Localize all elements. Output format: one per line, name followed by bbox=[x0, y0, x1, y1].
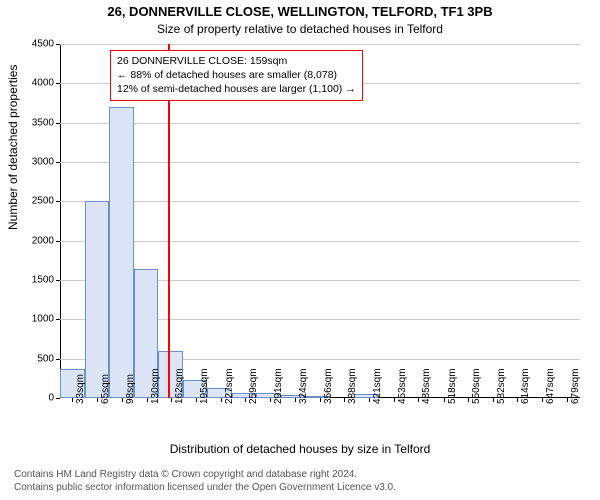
gridline bbox=[60, 123, 580, 124]
x-tick-label: 130sqm bbox=[150, 368, 161, 404]
y-tick-mark bbox=[56, 241, 60, 242]
x-tick-mark bbox=[245, 398, 246, 402]
y-tick-label: 4000 bbox=[14, 78, 54, 89]
y-tick-label: 0 bbox=[14, 393, 54, 404]
x-tick-label: 227sqm bbox=[224, 368, 235, 404]
x-tick-mark bbox=[72, 398, 73, 402]
x-tick-label: 582sqm bbox=[496, 368, 507, 404]
gridline bbox=[60, 201, 580, 202]
x-tick-mark bbox=[493, 398, 494, 402]
x-tick-label: 33sqm bbox=[75, 374, 86, 404]
chart-title: 26, DONNERVILLE CLOSE, WELLINGTON, TELFO… bbox=[0, 4, 600, 19]
plot-area: 05001000150020002500300035004000450033sq… bbox=[60, 44, 580, 398]
y-tick-label: 3000 bbox=[14, 157, 54, 168]
x-tick-mark bbox=[344, 398, 345, 402]
x-tick-label: 291sqm bbox=[273, 368, 284, 404]
x-tick-mark bbox=[295, 398, 296, 402]
annotation-line-3: 12% of semi-detached houses are larger (… bbox=[117, 82, 356, 96]
x-tick-label: 421sqm bbox=[372, 368, 383, 404]
x-tick-mark bbox=[468, 398, 469, 402]
gridline bbox=[60, 162, 580, 163]
x-tick-mark bbox=[369, 398, 370, 402]
x-tick-label: 98sqm bbox=[125, 374, 136, 404]
x-tick-label: 65sqm bbox=[100, 374, 111, 404]
y-tick-label: 500 bbox=[14, 353, 54, 364]
y-tick-mark bbox=[56, 83, 60, 84]
x-tick-mark bbox=[122, 398, 123, 402]
y-tick-mark bbox=[56, 44, 60, 45]
y-tick-mark bbox=[56, 280, 60, 281]
y-tick-mark bbox=[56, 123, 60, 124]
y-tick-label: 1000 bbox=[14, 314, 54, 325]
y-tick-label: 2000 bbox=[14, 235, 54, 246]
y-tick-mark bbox=[56, 359, 60, 360]
x-tick-mark bbox=[320, 398, 321, 402]
y-tick-label: 1500 bbox=[14, 275, 54, 286]
x-tick-mark bbox=[567, 398, 568, 402]
x-tick-mark bbox=[394, 398, 395, 402]
y-tick-label: 3500 bbox=[14, 117, 54, 128]
x-tick-label: 453sqm bbox=[397, 368, 408, 404]
x-axis-label: Distribution of detached houses by size … bbox=[0, 442, 600, 456]
y-tick-label: 2500 bbox=[14, 196, 54, 207]
x-tick-label: 356sqm bbox=[323, 368, 334, 404]
footnote: Contains HM Land Registry data © Crown c… bbox=[14, 469, 396, 494]
annotation-line-2: ← 88% of detached houses are smaller (8,… bbox=[117, 68, 356, 82]
x-tick-label: 388sqm bbox=[347, 368, 358, 404]
annotation-box: 26 DONNERVILLE CLOSE: 159sqm ← 88% of de… bbox=[110, 50, 363, 101]
gridline bbox=[60, 44, 580, 45]
x-tick-label: 324sqm bbox=[298, 368, 309, 404]
histogram-bar bbox=[85, 201, 110, 398]
x-tick-mark bbox=[542, 398, 543, 402]
footnote-line-2: Contains public sector information licen… bbox=[14, 482, 396, 495]
y-tick-mark bbox=[56, 398, 60, 399]
annotation-line-1: 26 DONNERVILLE CLOSE: 159sqm bbox=[117, 54, 356, 68]
footnote-line-1: Contains HM Land Registry data © Crown c… bbox=[14, 469, 396, 482]
x-tick-label: 679sqm bbox=[570, 368, 581, 404]
x-tick-label: 647sqm bbox=[545, 368, 556, 404]
x-tick-mark bbox=[147, 398, 148, 402]
x-tick-label: 195sqm bbox=[199, 368, 210, 404]
x-tick-mark bbox=[418, 398, 419, 402]
gridline bbox=[60, 241, 580, 242]
x-tick-mark bbox=[517, 398, 518, 402]
x-tick-mark bbox=[444, 398, 445, 402]
x-tick-mark bbox=[97, 398, 98, 402]
chart-subtitle: Size of property relative to detached ho… bbox=[0, 22, 600, 36]
histogram-bar bbox=[109, 107, 134, 398]
x-tick-mark bbox=[270, 398, 271, 402]
x-tick-label: 614sqm bbox=[520, 368, 531, 404]
y-tick-mark bbox=[56, 162, 60, 163]
y-tick-mark bbox=[56, 319, 60, 320]
x-tick-mark bbox=[221, 398, 222, 402]
x-tick-mark bbox=[171, 398, 172, 402]
chart-container: 26, DONNERVILLE CLOSE, WELLINGTON, TELFO… bbox=[0, 0, 600, 500]
y-axis-line bbox=[60, 44, 61, 398]
x-tick-label: 485sqm bbox=[421, 368, 432, 404]
y-tick-label: 4500 bbox=[14, 39, 54, 50]
x-tick-label: 259sqm bbox=[248, 368, 259, 404]
x-tick-mark bbox=[196, 398, 197, 402]
x-tick-label: 550sqm bbox=[471, 368, 482, 404]
x-tick-label: 162sqm bbox=[174, 368, 185, 404]
x-tick-label: 518sqm bbox=[447, 368, 458, 404]
y-tick-mark bbox=[56, 201, 60, 202]
